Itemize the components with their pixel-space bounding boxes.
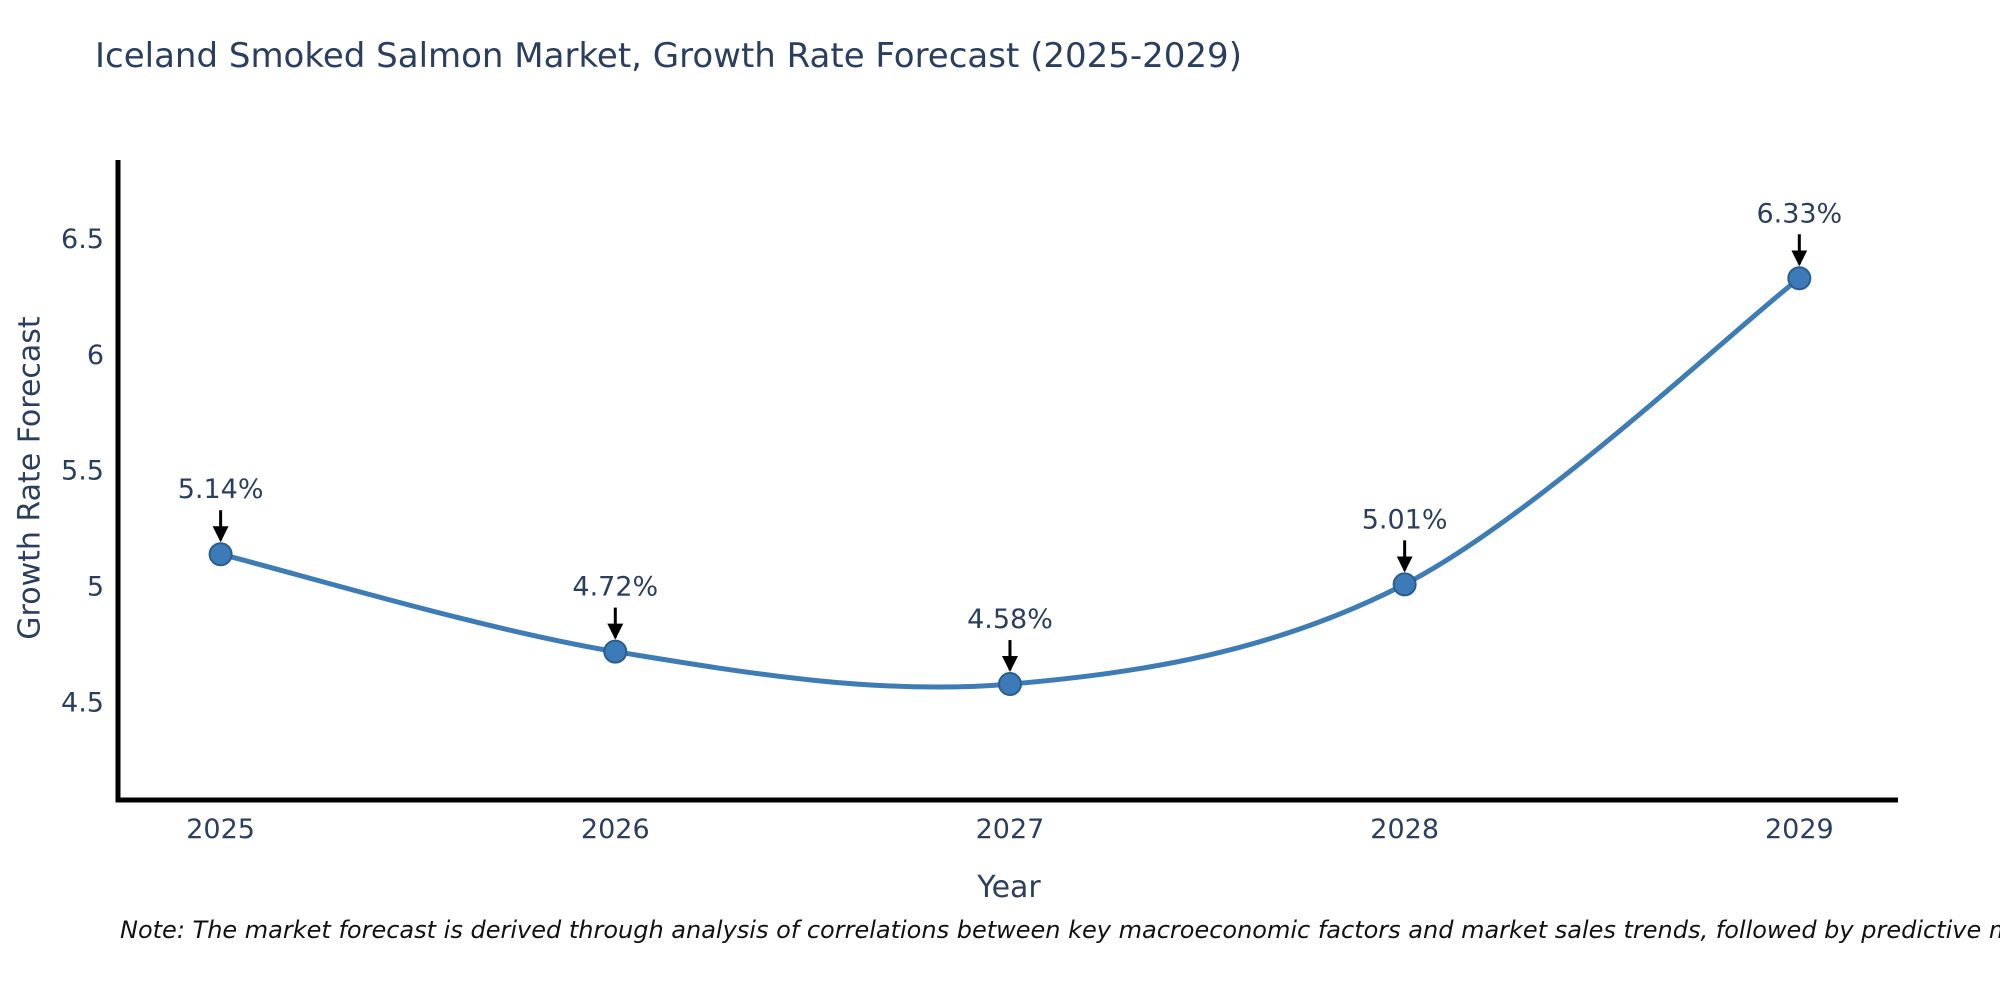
data-point-marker[interactable]	[1392, 572, 1417, 597]
x-tick-label: 2029	[1765, 814, 1834, 845]
data-point-marker[interactable]	[603, 639, 628, 664]
point-annotation-label: 5.01%	[1362, 504, 1448, 535]
y-tick-label: 6.5	[61, 224, 104, 255]
y-tick-label: 6	[87, 340, 104, 371]
x-tick-label: 2025	[186, 814, 255, 845]
data-point-marker[interactable]	[1787, 266, 1812, 291]
x-tick-label: 2027	[976, 814, 1045, 845]
y-tick-label: 5	[87, 572, 104, 603]
point-annotation-label: 4.72%	[572, 572, 658, 603]
point-annotation-label: 5.14%	[178, 474, 264, 505]
data-point-marker[interactable]	[208, 542, 233, 567]
point-annotation-label: 4.58%	[967, 604, 1053, 635]
footnote: Note: The market forecast is derived thr…	[120, 916, 2000, 944]
point-annotation-label: 6.33%	[1756, 198, 1842, 229]
x-axis-title: Year	[977, 870, 1041, 905]
y-tick-label: 5.5	[61, 456, 104, 487]
x-tick-label: 2026	[581, 814, 650, 845]
y-tick-label: 4.5	[61, 688, 104, 719]
data-point-marker[interactable]	[997, 672, 1022, 697]
chart-title: Iceland Smoked Salmon Market, Growth Rat…	[95, 36, 1242, 76]
x-tick-label: 2028	[1370, 814, 1439, 845]
